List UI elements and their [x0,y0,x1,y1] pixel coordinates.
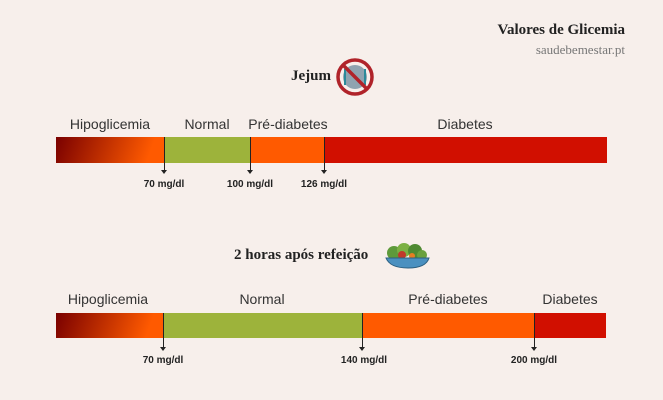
after-label-normal: Normal [239,291,285,307]
threshold-200: 200 mg/dl [510,355,558,366]
threshold-70: 70 mg/dl [143,179,185,190]
site-name: saudebemestar.pt [535,42,625,57]
fasting-label-hypo: Hipoglicemia [69,116,151,132]
segment-diabetes [534,313,606,338]
segment-normal [164,137,250,163]
no-food-icon [336,58,374,96]
segment-prediabetes [250,137,324,163]
tick-arrow [247,137,253,174]
tick-arrow [321,137,327,174]
after-meal-title: 2 horas após refeição [234,247,369,263]
segment-hypo [56,313,163,338]
tick-arrow [161,137,167,174]
tick-arrow [160,313,166,351]
tick-arrow [531,313,537,351]
fasting-label-normal: Normal [184,116,230,132]
segment-hypo [56,137,164,163]
title: Valores de Glicemia [497,22,626,38]
threshold-126: 126 mg/dl [300,179,348,190]
after-meal-bar [56,313,606,338]
fasting-title: Jejum [291,68,331,84]
after-label-hypo: Hipoglicemia [67,291,149,307]
segment-diabetes [324,137,607,163]
fasting-label-prediabetes: Pré-diabetes [248,116,328,132]
tick-arrow [359,313,365,351]
segment-prediabetes [362,313,534,338]
fasting-bar [56,137,607,163]
after-label-diabetes: Diabetes [542,291,598,307]
salad-bowl-icon [385,243,430,269]
threshold-70: 70 mg/dl [142,355,184,366]
threshold-140: 140 mg/dl [340,355,388,366]
threshold-100: 100 mg/dl [226,179,274,190]
fasting-label-diabetes: Diabetes [437,116,493,132]
after-label-prediabetes: Pré-diabetes [408,291,488,307]
segment-normal [163,313,362,338]
